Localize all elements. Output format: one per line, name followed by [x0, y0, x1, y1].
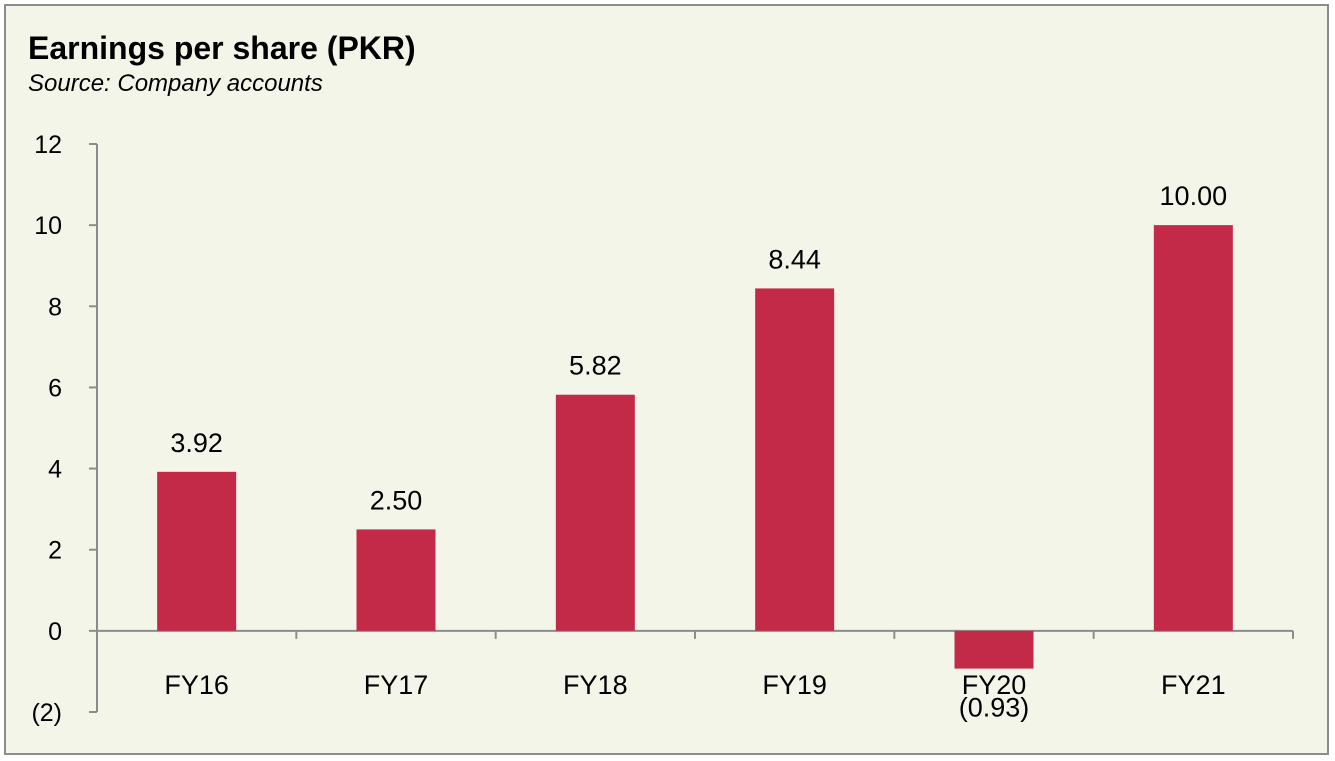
y-tick-label: 6 [48, 374, 62, 402]
x-tick-label: FY18 [563, 670, 628, 700]
y-tick-label: (2) [31, 699, 62, 727]
x-tick-label: FY20 [962, 670, 1027, 700]
x-tick-label: FY19 [762, 670, 827, 700]
data-label: 2.50 [370, 485, 423, 515]
data-label: 3.92 [170, 428, 223, 458]
x-tick-label: FY21 [1161, 670, 1226, 700]
bar-fy16 [157, 471, 237, 631]
bar-fy17 [356, 529, 436, 631]
y-tick-label: 0 [48, 618, 62, 646]
data-label: 5.82 [569, 351, 622, 381]
data-label: 10.00 [1160, 181, 1228, 211]
bar-fy20 [954, 630, 1034, 669]
data-label: 8.44 [768, 244, 821, 274]
bar-fy19 [755, 288, 835, 631]
bar-fy18 [555, 394, 635, 631]
chart-title: Earnings per share (PKR) [28, 30, 416, 66]
data-label: (0.93) [959, 693, 1030, 723]
y-tick-label: 10 [34, 212, 62, 240]
x-tick-label: FY16 [164, 670, 229, 700]
y-tick-label: 12 [34, 131, 62, 159]
chart-subtitle: Source: Company accounts [28, 70, 323, 97]
y-tick-label: 8 [48, 293, 62, 321]
x-tick-label: FY17 [364, 670, 429, 700]
bar-fy21 [1153, 225, 1233, 631]
y-tick-label: 2 [48, 537, 62, 565]
y-tick-label: 4 [48, 456, 62, 484]
